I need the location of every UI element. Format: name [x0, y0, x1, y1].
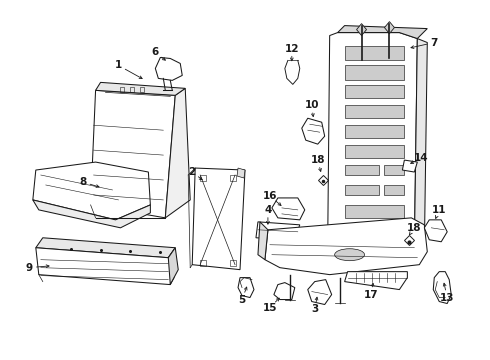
- Text: 3: 3: [311, 305, 318, 315]
- Polygon shape: [344, 272, 407, 289]
- Polygon shape: [33, 200, 150, 228]
- Text: 18: 18: [407, 223, 421, 233]
- Polygon shape: [344, 145, 404, 158]
- Text: 14: 14: [414, 153, 429, 163]
- Polygon shape: [168, 248, 178, 285]
- Polygon shape: [344, 105, 404, 118]
- Text: 15: 15: [263, 302, 277, 312]
- Polygon shape: [385, 22, 394, 33]
- Polygon shape: [36, 238, 175, 258]
- Polygon shape: [258, 222, 268, 260]
- Polygon shape: [272, 198, 305, 220]
- Polygon shape: [385, 185, 404, 195]
- Polygon shape: [344, 165, 379, 175]
- Polygon shape: [165, 88, 190, 218]
- Polygon shape: [238, 278, 254, 298]
- Text: 18: 18: [311, 155, 325, 165]
- Polygon shape: [192, 168, 245, 270]
- Text: 16: 16: [263, 191, 277, 201]
- Polygon shape: [344, 45, 404, 60]
- Polygon shape: [344, 205, 404, 218]
- Ellipse shape: [335, 249, 365, 261]
- Polygon shape: [237, 168, 245, 178]
- Polygon shape: [91, 90, 175, 218]
- Polygon shape: [344, 85, 404, 98]
- Text: 17: 17: [364, 289, 379, 300]
- Polygon shape: [155, 58, 182, 80]
- Text: 10: 10: [304, 100, 319, 110]
- Text: 8: 8: [79, 177, 86, 187]
- Polygon shape: [415, 39, 427, 252]
- Polygon shape: [302, 118, 325, 144]
- Polygon shape: [308, 280, 332, 305]
- Polygon shape: [256, 222, 300, 240]
- Text: 13: 13: [440, 293, 454, 302]
- Text: 4: 4: [264, 205, 271, 215]
- Polygon shape: [274, 283, 295, 300]
- Polygon shape: [328, 32, 417, 265]
- Polygon shape: [36, 248, 175, 285]
- Text: 1: 1: [115, 60, 122, 71]
- Text: 5: 5: [239, 294, 245, 305]
- Text: 9: 9: [25, 263, 32, 273]
- Text: 6: 6: [152, 48, 159, 58]
- Polygon shape: [385, 165, 404, 175]
- Polygon shape: [265, 218, 427, 275]
- Polygon shape: [433, 272, 451, 303]
- Polygon shape: [338, 26, 427, 39]
- Polygon shape: [424, 220, 447, 242]
- Polygon shape: [402, 160, 417, 172]
- Text: 7: 7: [431, 37, 438, 48]
- Polygon shape: [96, 82, 185, 95]
- Polygon shape: [344, 125, 404, 138]
- Polygon shape: [33, 162, 150, 220]
- Text: 12: 12: [285, 44, 299, 54]
- Text: 2: 2: [189, 167, 196, 177]
- Polygon shape: [344, 66, 404, 80]
- Text: 11: 11: [432, 205, 446, 215]
- Polygon shape: [344, 185, 379, 195]
- Polygon shape: [357, 24, 367, 36]
